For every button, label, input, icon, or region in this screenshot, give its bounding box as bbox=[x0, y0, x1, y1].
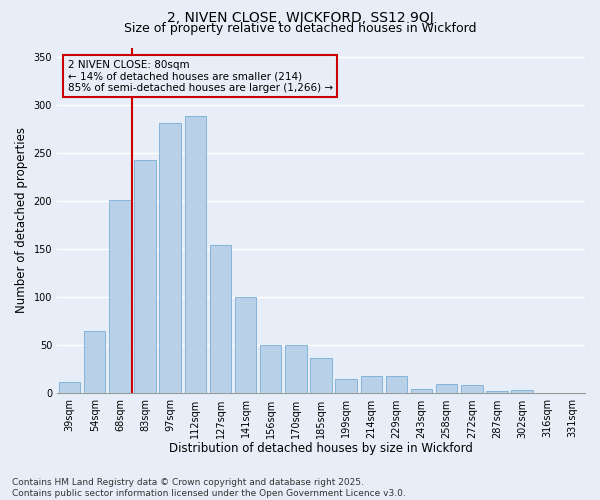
Bar bbox=[109, 200, 131, 394]
Bar bbox=[260, 346, 281, 394]
Bar bbox=[310, 358, 332, 394]
Bar bbox=[285, 346, 307, 394]
Bar bbox=[511, 390, 533, 394]
X-axis label: Distribution of detached houses by size in Wickford: Distribution of detached houses by size … bbox=[169, 442, 473, 455]
Bar bbox=[335, 379, 357, 394]
Bar bbox=[84, 331, 106, 394]
Bar bbox=[411, 388, 432, 394]
Bar bbox=[536, 392, 558, 394]
Y-axis label: Number of detached properties: Number of detached properties bbox=[15, 128, 28, 314]
Text: Contains HM Land Registry data © Crown copyright and database right 2025.
Contai: Contains HM Land Registry data © Crown c… bbox=[12, 478, 406, 498]
Bar bbox=[461, 385, 482, 394]
Bar bbox=[436, 384, 457, 394]
Bar bbox=[210, 244, 231, 394]
Bar bbox=[59, 382, 80, 394]
Bar bbox=[160, 124, 181, 394]
Bar bbox=[361, 376, 382, 394]
Text: Size of property relative to detached houses in Wickford: Size of property relative to detached ho… bbox=[124, 22, 476, 35]
Bar bbox=[134, 160, 156, 394]
Bar bbox=[562, 392, 583, 394]
Bar bbox=[185, 116, 206, 394]
Bar bbox=[235, 298, 256, 394]
Text: 2 NIVEN CLOSE: 80sqm
← 14% of detached houses are smaller (214)
85% of semi-deta: 2 NIVEN CLOSE: 80sqm ← 14% of detached h… bbox=[68, 60, 333, 93]
Text: 2, NIVEN CLOSE, WICKFORD, SS12 9QJ: 2, NIVEN CLOSE, WICKFORD, SS12 9QJ bbox=[167, 11, 433, 25]
Bar bbox=[386, 376, 407, 394]
Bar bbox=[487, 390, 508, 394]
